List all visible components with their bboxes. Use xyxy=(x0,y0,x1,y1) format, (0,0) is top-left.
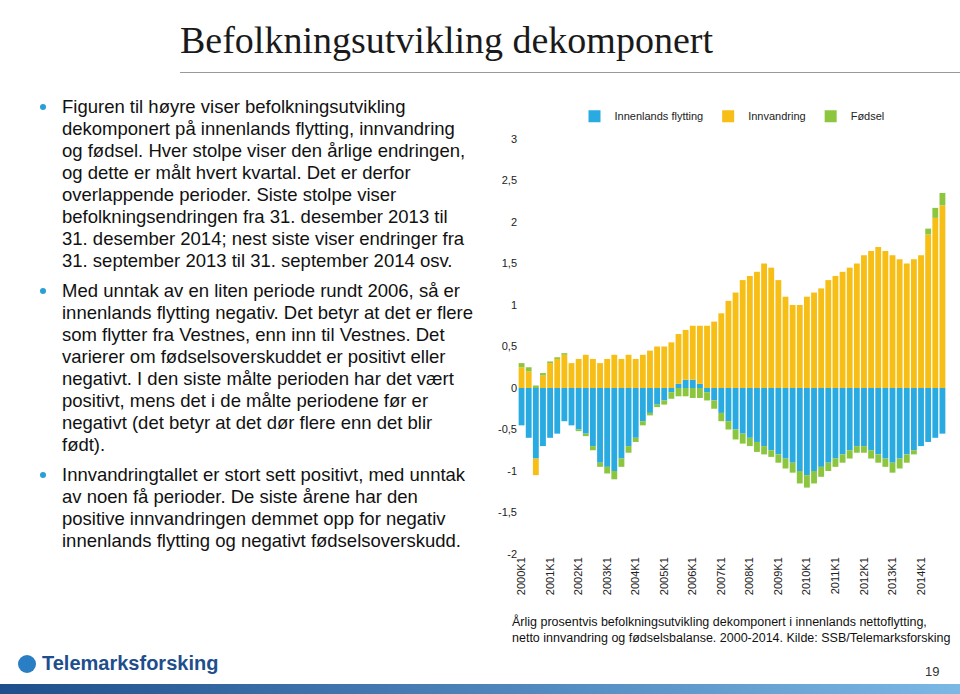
svg-text:2008K1: 2008K1 xyxy=(743,557,755,595)
svg-text:2004K1: 2004K1 xyxy=(629,557,641,595)
svg-text:-0,5: -0,5 xyxy=(498,423,517,435)
svg-text:2003K1: 2003K1 xyxy=(601,557,613,595)
svg-text:2013K1: 2013K1 xyxy=(886,557,898,595)
svg-text:2009K1: 2009K1 xyxy=(772,557,784,595)
svg-text:2010K1: 2010K1 xyxy=(800,557,812,595)
svg-text:0,5: 0,5 xyxy=(502,340,517,352)
svg-text:2,5: 2,5 xyxy=(502,174,517,186)
svg-text:Innenlands flytting: Innenlands flytting xyxy=(615,110,704,122)
svg-text:3: 3 xyxy=(511,133,517,145)
html-text:Figuren til høyre viser befolk: Figuren til høyre viser befolkningsutvik… xyxy=(62,96,466,271)
html-text:Innvandringtallet er stort set: Innvandringtallet er stort sett positivt… xyxy=(62,464,466,551)
svg-text:Innvandring: Innvandring xyxy=(748,110,806,122)
svg-text:2011K1: 2011K1 xyxy=(829,557,841,594)
svg-text:2005K1: 2005K1 xyxy=(658,557,670,595)
html-text:Telemarksforsking: Telemarksforsking xyxy=(42,652,219,674)
svg-text:2014K1: 2014K1 xyxy=(915,557,927,595)
svg-text:2006K1: 2006K1 xyxy=(686,557,698,595)
svg-text:2002K1: 2002K1 xyxy=(572,557,584,595)
svg-text:2: 2 xyxy=(511,216,517,228)
svg-text:-1,5: -1,5 xyxy=(498,506,517,518)
svg-text:2007K1: 2007K1 xyxy=(715,557,727,595)
svg-text:1: 1 xyxy=(511,299,517,311)
svg-text:2012K1: 2012K1 xyxy=(858,557,870,595)
html-text:19: 19 xyxy=(925,664,940,679)
html-text:Med unntak av en liten periode: Med unntak av en liten periode rundt 200… xyxy=(62,280,473,455)
svg-text:1,5: 1,5 xyxy=(502,257,517,269)
html-text:Befolkningsutvikling dekompone: Befolkningsutvikling dekomponert xyxy=(180,19,713,61)
svg-text:2000K1: 2000K1 xyxy=(515,557,527,595)
svg-text:2001K1: 2001K1 xyxy=(544,557,556,595)
svg-text:-1: -1 xyxy=(507,465,517,477)
svg-text:Fødsel: Fødsel xyxy=(851,110,885,122)
html-text:Årlig prosentvis befolkningsut: Årlig prosentvis befolkningsutvikling de… xyxy=(512,615,951,645)
svg-text:0: 0 xyxy=(511,382,517,394)
svg-text:-2: -2 xyxy=(507,548,517,560)
